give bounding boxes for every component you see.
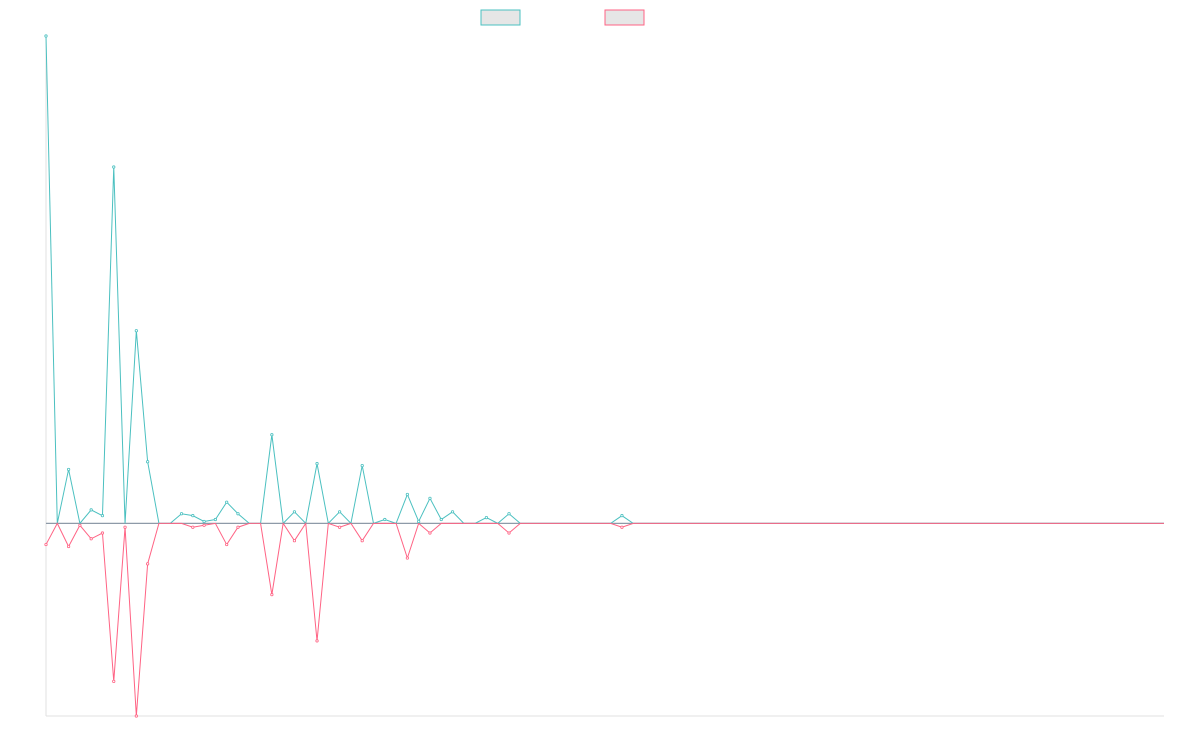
data-point-s2-x32[interactable] <box>405 556 409 560</box>
legend-swatch-1[interactable] <box>480 9 521 26</box>
data-point-s1-x28[interactable] <box>360 463 364 468</box>
chart-axes <box>45 36 1164 717</box>
data-point-s2-x41[interactable] <box>507 531 511 535</box>
data-point-s2-x9[interactable] <box>146 562 150 566</box>
data-point-s1-x2[interactable] <box>66 467 71 472</box>
data-point-s2-x20[interactable] <box>270 593 274 597</box>
data-point-s1-x36[interactable] <box>450 510 455 514</box>
data-point-s1-x14[interactable] <box>202 519 206 524</box>
data-point-s1-x34[interactable] <box>428 496 432 500</box>
data-point-s1-x8[interactable] <box>134 329 138 333</box>
data-point-s1-x9[interactable] <box>146 460 150 464</box>
data-point-s1-x17[interactable] <box>236 512 240 516</box>
data-point-s2-x6[interactable] <box>112 679 116 683</box>
data-point-s1-x0[interactable] <box>44 34 48 38</box>
data-point-s2-x14[interactable] <box>202 523 206 527</box>
data-point-s1-x35[interactable] <box>439 517 443 522</box>
data-point-s2-x0[interactable] <box>44 542 48 547</box>
data-point-s1-x4[interactable] <box>89 508 93 512</box>
data-point-s1-x16[interactable] <box>225 500 229 504</box>
series-line-1 <box>45 35 1164 525</box>
data-point-s2-x28[interactable] <box>360 539 364 543</box>
data-point-s1-x39[interactable] <box>484 515 489 520</box>
data-point-s1-x15[interactable] <box>213 517 217 522</box>
data-point-s2-x16[interactable] <box>225 542 229 547</box>
legend-swatch-2[interactable] <box>604 9 645 26</box>
data-point-s2-x13[interactable] <box>191 525 195 529</box>
data-point-s2-x34[interactable] <box>428 531 432 535</box>
data-point-s1-x51[interactable] <box>620 514 624 518</box>
data-point-s1-x20[interactable] <box>270 433 274 437</box>
data-point-s1-x41[interactable] <box>507 512 511 516</box>
data-point-s2-x26[interactable] <box>338 525 342 529</box>
data-point-s2-x22[interactable] <box>292 539 297 543</box>
data-point-s2-x4[interactable] <box>89 537 93 541</box>
data-point-s1-x30[interactable] <box>383 517 387 522</box>
chart-series-layer <box>45 35 1164 717</box>
data-point-s2-x3[interactable] <box>78 523 82 527</box>
data-point-s2-x51[interactable] <box>620 525 624 529</box>
data-point-s2-x2[interactable] <box>66 544 71 549</box>
data-point-s1-x13[interactable] <box>191 514 195 518</box>
data-point-s2-x5[interactable] <box>100 531 105 535</box>
data-point-s1-x22[interactable] <box>292 510 297 514</box>
data-point-s2-x7[interactable] <box>123 525 127 529</box>
data-point-s2-x24[interactable] <box>315 639 319 643</box>
data-point-s1-x5[interactable] <box>100 514 105 518</box>
data-point-s1-x32[interactable] <box>405 492 409 497</box>
data-point-s1-x6[interactable] <box>112 165 116 169</box>
data-point-s1-x24[interactable] <box>315 462 319 466</box>
data-point-s1-x12[interactable] <box>179 512 184 516</box>
data-point-s2-x8[interactable] <box>134 714 138 718</box>
data-point-s2-x17[interactable] <box>236 525 240 529</box>
series-line-2 <box>45 521 1164 717</box>
chart-points-layer <box>44 34 624 718</box>
chart-legend <box>480 9 645 26</box>
data-point-s1-x26[interactable] <box>338 510 342 514</box>
data-point-s1-x33[interactable] <box>417 519 421 524</box>
